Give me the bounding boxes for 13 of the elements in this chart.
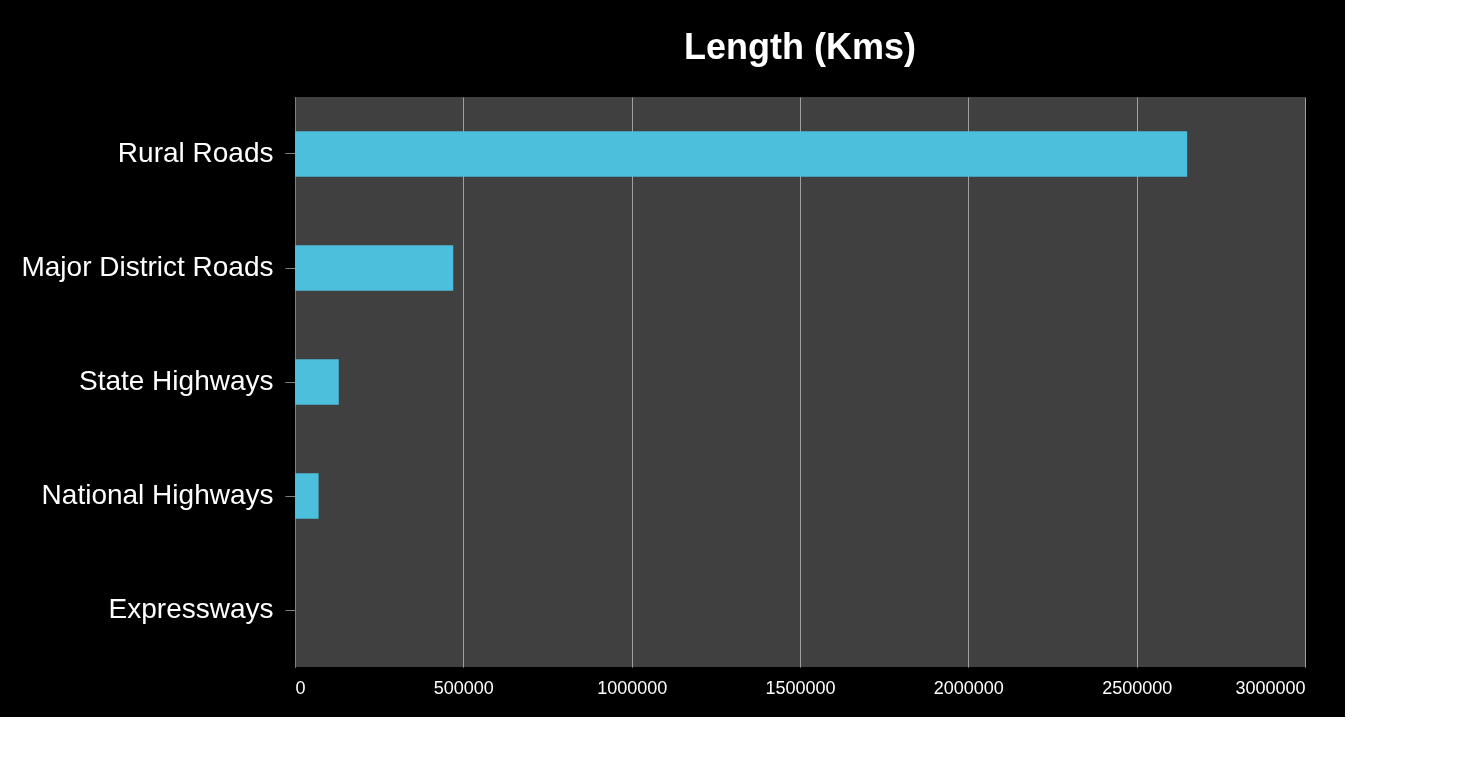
y-tick-label: State Highways [78,365,274,396]
y-tick-label: Expressways [108,593,274,624]
x-tick-label: 2500000 [1102,677,1173,698]
x-tick-label: 1500000 [765,677,836,698]
x-tick-label: 3000000 [1235,677,1306,698]
x-tick-label: 500000 [433,677,494,698]
chart-title: Length (Kms) [684,26,916,67]
x-tick-label: 1000000 [597,677,668,698]
x-tick-label: 0 [295,677,306,698]
y-tick-label: Rural Roads [117,137,274,168]
y-tick-label: Major District Roads [21,251,274,282]
x-tick-label: 2000000 [933,677,1004,698]
y-tick-label: National Highways [41,479,274,510]
